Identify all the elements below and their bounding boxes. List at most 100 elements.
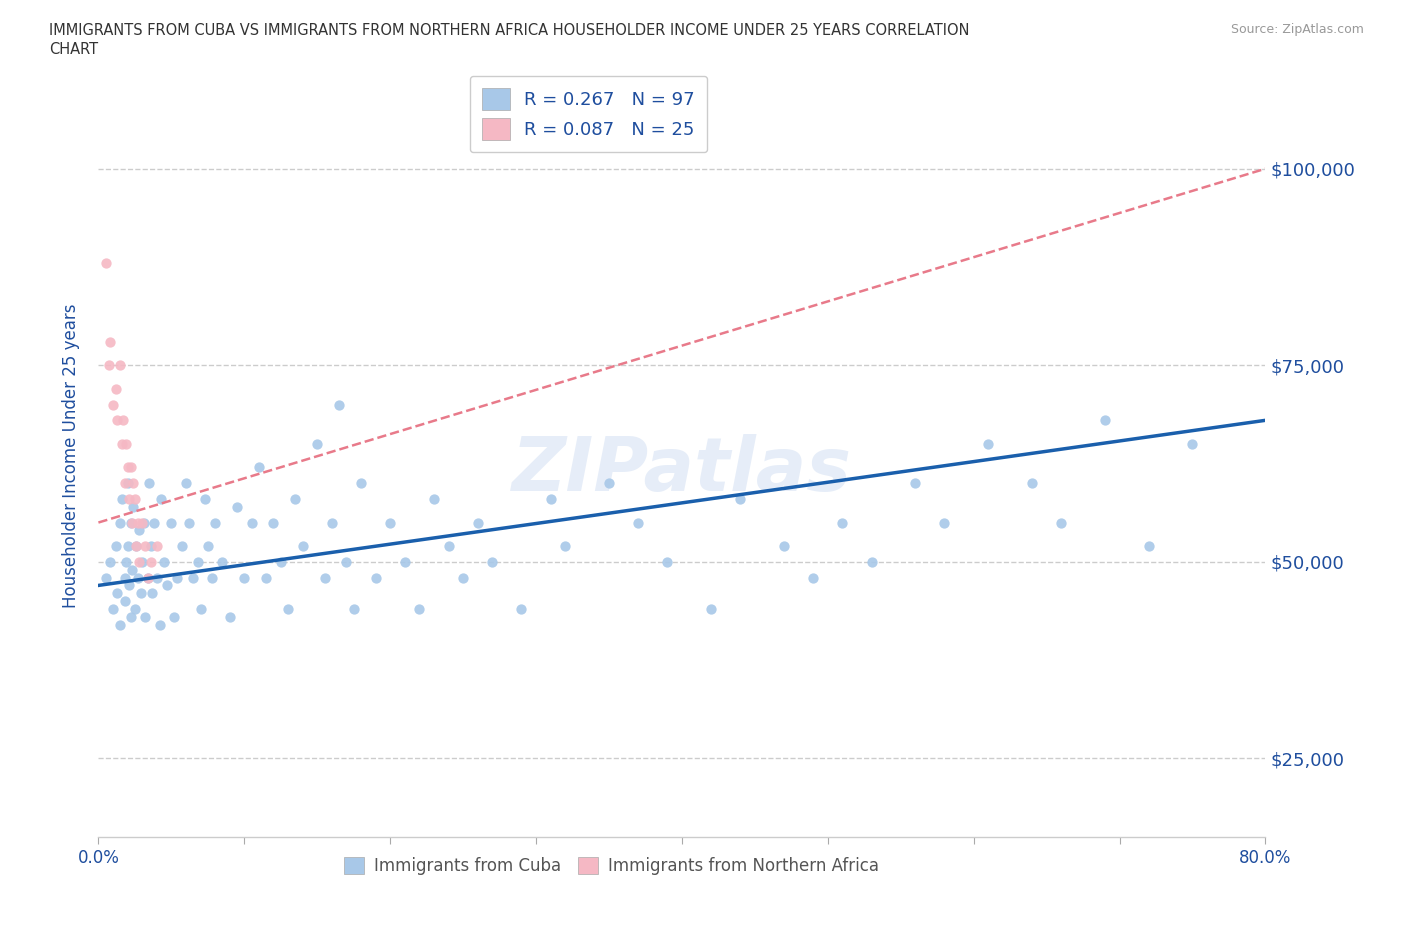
Point bbox=[160, 515, 183, 530]
Point bbox=[181, 570, 204, 585]
Text: Source: ZipAtlas.com: Source: ZipAtlas.com bbox=[1230, 23, 1364, 36]
Point bbox=[598, 476, 620, 491]
Point bbox=[860, 554, 883, 569]
Point bbox=[139, 554, 162, 569]
Point bbox=[423, 491, 446, 506]
Point bbox=[170, 538, 193, 553]
Point bbox=[307, 436, 329, 451]
Point bbox=[254, 570, 277, 585]
Point bbox=[128, 554, 150, 569]
Point bbox=[117, 476, 139, 491]
Point bbox=[138, 476, 160, 491]
Point bbox=[120, 609, 142, 624]
Point bbox=[174, 476, 197, 491]
Point bbox=[131, 515, 153, 530]
Point bbox=[121, 563, 143, 578]
Point bbox=[1094, 413, 1116, 428]
Point bbox=[134, 538, 156, 553]
Point bbox=[118, 578, 141, 592]
Point bbox=[97, 358, 120, 373]
Point bbox=[125, 538, 148, 553]
Point bbox=[831, 515, 853, 530]
Legend: Immigrants from Cuba, Immigrants from Northern Africa: Immigrants from Cuba, Immigrants from No… bbox=[337, 851, 886, 882]
Point bbox=[110, 618, 132, 632]
Point bbox=[321, 515, 343, 530]
Point bbox=[124, 491, 146, 506]
Point bbox=[284, 491, 307, 506]
Point bbox=[328, 397, 350, 412]
Point bbox=[114, 593, 136, 608]
Point bbox=[141, 586, 163, 601]
Point bbox=[291, 538, 314, 553]
Point bbox=[194, 491, 217, 506]
Point bbox=[127, 570, 149, 585]
Point bbox=[111, 436, 134, 451]
Point bbox=[129, 586, 152, 601]
Point bbox=[156, 578, 179, 592]
Point bbox=[437, 538, 460, 553]
Point bbox=[166, 570, 188, 585]
Point bbox=[127, 515, 149, 530]
Point bbox=[139, 538, 162, 553]
Point bbox=[146, 538, 169, 553]
Point bbox=[773, 538, 796, 553]
Point bbox=[350, 476, 373, 491]
Point bbox=[134, 609, 156, 624]
Point bbox=[277, 602, 299, 617]
Point bbox=[540, 491, 562, 506]
Point bbox=[128, 523, 150, 538]
Point bbox=[554, 538, 576, 553]
Point bbox=[218, 609, 240, 624]
Point bbox=[120, 515, 142, 530]
Point bbox=[105, 413, 128, 428]
Point bbox=[1137, 538, 1160, 553]
Point bbox=[1181, 436, 1204, 451]
Point bbox=[177, 515, 200, 530]
Point bbox=[190, 602, 212, 617]
Point bbox=[451, 570, 474, 585]
Point bbox=[211, 554, 233, 569]
Point bbox=[120, 460, 142, 475]
Point bbox=[335, 554, 357, 569]
Point bbox=[1050, 515, 1073, 530]
Point bbox=[125, 538, 148, 553]
Point bbox=[163, 609, 186, 624]
Point bbox=[150, 491, 173, 506]
Point bbox=[94, 570, 117, 585]
Point bbox=[977, 436, 1000, 451]
Point bbox=[98, 554, 121, 569]
Point bbox=[510, 602, 533, 617]
Point bbox=[114, 476, 136, 491]
Point bbox=[117, 538, 139, 553]
Point bbox=[101, 397, 124, 412]
Y-axis label: Householder Income Under 25 years: Householder Income Under 25 years bbox=[62, 303, 80, 608]
Point bbox=[657, 554, 679, 569]
Point bbox=[481, 554, 503, 569]
Point bbox=[121, 515, 143, 530]
Point bbox=[132, 515, 155, 530]
Point bbox=[131, 554, 153, 569]
Text: CHART: CHART bbox=[49, 42, 98, 57]
Point bbox=[1021, 476, 1043, 491]
Point bbox=[101, 602, 124, 617]
Point bbox=[233, 570, 256, 585]
Point bbox=[122, 499, 145, 514]
Point bbox=[136, 570, 159, 585]
Point bbox=[112, 413, 135, 428]
Point bbox=[934, 515, 956, 530]
Point bbox=[204, 515, 226, 530]
Point bbox=[115, 436, 138, 451]
Point bbox=[247, 460, 270, 475]
Point bbox=[114, 570, 136, 585]
Point bbox=[111, 491, 134, 506]
Point bbox=[314, 570, 336, 585]
Point bbox=[197, 538, 219, 553]
Point bbox=[394, 554, 416, 569]
Point bbox=[110, 515, 132, 530]
Point bbox=[226, 499, 249, 514]
Point bbox=[343, 602, 366, 617]
Point bbox=[117, 460, 139, 475]
Point bbox=[136, 570, 159, 585]
Point bbox=[187, 554, 209, 569]
Point bbox=[408, 602, 430, 617]
